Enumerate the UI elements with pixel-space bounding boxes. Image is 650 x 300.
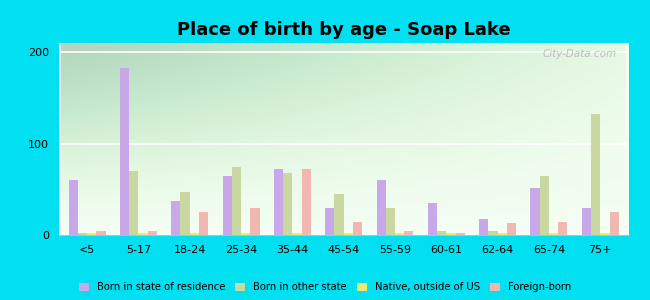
Bar: [385, 208, 395, 235]
Bar: [283, 173, 292, 235]
Bar: [78, 232, 87, 235]
Bar: [344, 233, 353, 235]
Bar: [479, 219, 488, 235]
Bar: [148, 231, 157, 235]
Bar: [87, 233, 96, 235]
Bar: [591, 114, 600, 235]
Bar: [232, 167, 241, 235]
Bar: [437, 231, 447, 235]
Title: Place of birth by age - Soap Lake: Place of birth by age - Soap Lake: [177, 21, 510, 39]
Bar: [600, 233, 610, 235]
Bar: [447, 233, 456, 235]
Bar: [488, 231, 498, 235]
Bar: [404, 231, 413, 235]
Bar: [325, 208, 335, 235]
Bar: [507, 224, 516, 235]
Bar: [302, 169, 311, 235]
Bar: [498, 233, 507, 235]
Bar: [199, 212, 208, 235]
Bar: [540, 176, 549, 235]
Bar: [456, 232, 465, 235]
Bar: [250, 208, 259, 235]
Bar: [353, 222, 362, 235]
Bar: [181, 192, 190, 235]
Bar: [558, 222, 567, 235]
Bar: [138, 233, 148, 235]
Bar: [69, 180, 78, 235]
Bar: [274, 169, 283, 235]
Bar: [96, 231, 105, 235]
Legend: Born in state of residence, Born in other state, Native, outside of US, Foreign-: Born in state of residence, Born in othe…: [76, 279, 574, 295]
Bar: [582, 208, 591, 235]
Bar: [549, 233, 558, 235]
Bar: [376, 180, 385, 235]
Bar: [395, 232, 404, 235]
Bar: [428, 203, 437, 235]
Bar: [335, 194, 344, 235]
Bar: [190, 233, 199, 235]
Bar: [530, 188, 540, 235]
Bar: [292, 233, 302, 235]
Bar: [171, 200, 181, 235]
Bar: [610, 212, 619, 235]
Bar: [241, 233, 250, 235]
Bar: [222, 176, 232, 235]
Bar: [129, 171, 138, 235]
Bar: [120, 68, 129, 235]
Text: City-Data.com: City-Data.com: [543, 49, 617, 59]
